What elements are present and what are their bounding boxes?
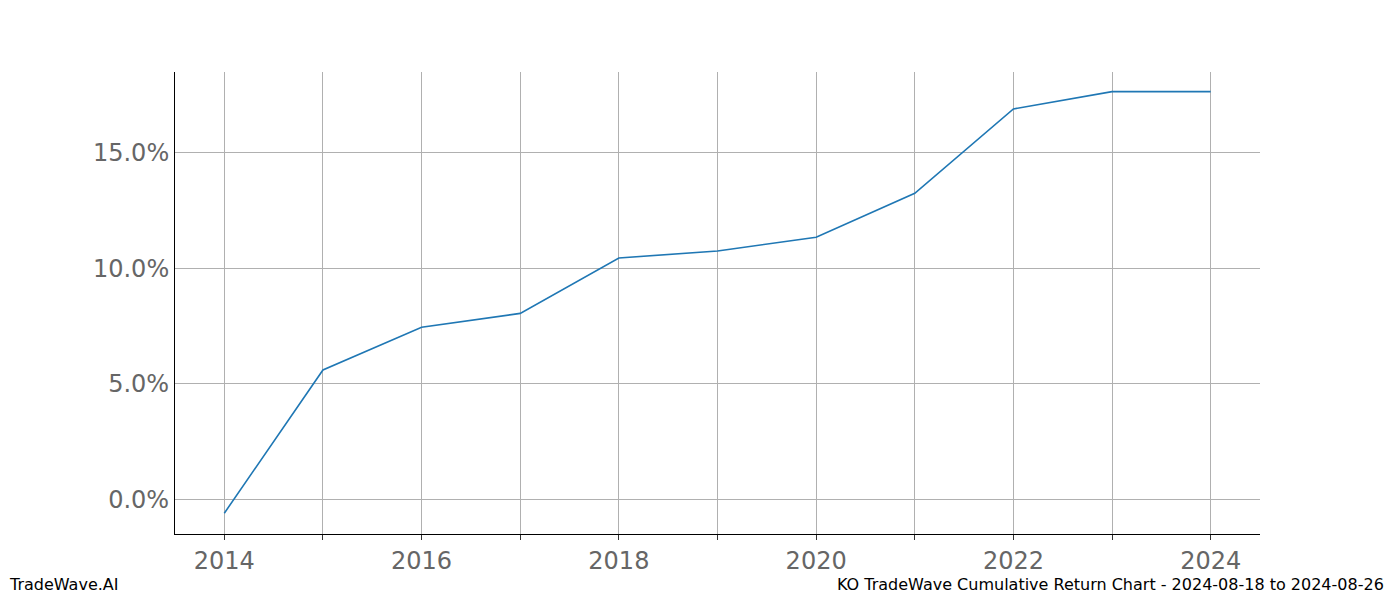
- svg-text:2022: 2022: [983, 547, 1044, 575]
- svg-text:2018: 2018: [588, 547, 649, 575]
- svg-text:5.0%: 5.0%: [108, 370, 169, 398]
- svg-text:0.0%: 0.0%: [108, 486, 169, 514]
- svg-text:2016: 2016: [391, 547, 452, 575]
- svg-text:10.0%: 10.0%: [93, 255, 169, 283]
- svg-text:2014: 2014: [194, 547, 255, 575]
- svg-text:KO TradeWave Cumulative Return: KO TradeWave Cumulative Return Chart - 2…: [837, 575, 1384, 594]
- svg-text:2024: 2024: [1180, 547, 1241, 575]
- svg-text:2020: 2020: [786, 547, 847, 575]
- svg-text:TradeWave.AI: TradeWave.AI: [9, 575, 118, 594]
- svg-text:15.0%: 15.0%: [93, 139, 169, 167]
